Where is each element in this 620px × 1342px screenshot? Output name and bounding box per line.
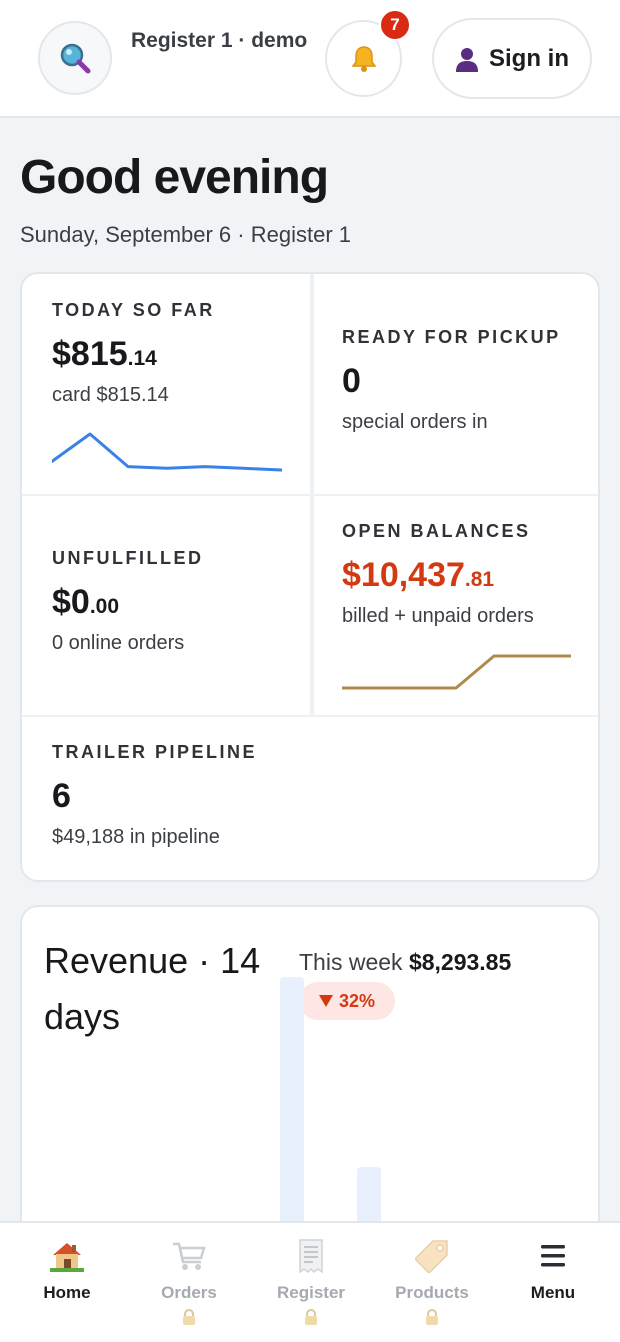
home-icon: [50, 1243, 84, 1272]
today-sparkline: [52, 432, 282, 472]
revenue-delta-badge: 32%: [299, 982, 396, 1020]
week-label: This week: [299, 949, 403, 975]
stat-unfulfilled-sub: 0 online orders: [52, 632, 185, 654]
triangle-down-icon: [319, 995, 333, 1007]
stat-pickup-label: READY FOR PICKUP: [342, 327, 561, 347]
today-sparkline-line: [52, 432, 282, 472]
register-title[interactable]: Register 1 · demo: [131, 29, 308, 52]
stat-balances[interactable]: OPEN BALANCES $10,437.81 billed + unpaid…: [342, 521, 534, 628]
cart-icon: [173, 1242, 206, 1270]
revenue-title: Revenue · 14 days: [44, 940, 261, 1037]
nav-orders-label: Orders: [161, 1283, 217, 1302]
tag-icon: [415, 1240, 448, 1273]
search-button[interactable]: [38, 21, 112, 95]
stat-today-value: $815.14: [52, 335, 157, 373]
stat-pickup[interactable]: READY FOR PICKUP 0 special orders in: [342, 327, 561, 434]
greeting-subtitle: Sunday, September 6 · Register 1: [20, 222, 351, 247]
nav-home[interactable]: Home: [5, 1223, 129, 1342]
stats-divider: [22, 715, 598, 717]
stat-pipeline-value: 6: [52, 777, 71, 815]
revenue-week-summary: This week $8,293.85: [299, 949, 511, 976]
nav-register-label: Register: [276, 1283, 346, 1302]
menu-icon: [541, 1245, 565, 1267]
sign-in-label: Sign in: [489, 44, 569, 72]
greeting-title: Good evening: [20, 151, 329, 204]
receipt-icon: [299, 1239, 323, 1273]
stats-card: TODAY SO FAR $815.14 card $815.14 READY …: [20, 272, 600, 882]
week-value: $8,293.85: [408, 949, 512, 975]
stat-pickup-sub: special orders in: [342, 411, 488, 433]
lock-icon: [305, 1309, 317, 1325]
top-bar: Register 1 · demo 7 Sign in: [0, 0, 620, 118]
stat-unfulfilled-value: $0.00: [52, 583, 120, 621]
sign-in-button[interactable]: Sign in: [432, 18, 592, 99]
balances-sparkline-line: [342, 654, 571, 690]
lock-icon: [426, 1309, 438, 1325]
stats-divider: [22, 494, 598, 496]
user-icon: [456, 47, 478, 72]
nav-register[interactable]: Register: [249, 1223, 373, 1342]
stat-today-sub: card $815.14: [52, 384, 169, 406]
stat-today-label: TODAY SO FAR: [52, 300, 215, 320]
bell-icon: [351, 45, 376, 72]
stat-pipeline-sub: $49,188 in pipeline: [52, 826, 220, 848]
notification-count-badge: 7: [379, 9, 411, 41]
nav-products[interactable]: Products: [370, 1223, 494, 1342]
bottom-nav: Home Orders: [0, 1221, 620, 1342]
nav-menu[interactable]: Menu: [491, 1223, 615, 1342]
stat-balances-sub: billed + unpaid orders: [342, 605, 534, 627]
stat-pickup-value: 0: [342, 362, 361, 400]
balances-sparkline: [342, 654, 571, 690]
search-icon: [60, 43, 91, 74]
stat-pipeline-label: TRAILER PIPELINE: [52, 742, 258, 762]
delta-value: 32%: [339, 990, 376, 1011]
stat-today[interactable]: TODAY SO FAR $815.14 card $815.14: [52, 300, 215, 407]
lock-icon: [183, 1309, 195, 1325]
stat-unfulfilled[interactable]: UNFULFILLED $0.00 0 online orders: [52, 548, 203, 655]
nav-home-label: Home: [43, 1283, 91, 1302]
stat-balances-value: $10,437.81: [342, 556, 495, 594]
nav-menu-label: Menu: [530, 1283, 576, 1302]
stat-unfulfilled-label: UNFULFILLED: [52, 548, 204, 568]
nav-orders[interactable]: Orders: [127, 1223, 251, 1342]
stat-balances-label: OPEN BALANCES: [342, 521, 531, 541]
stat-pipeline[interactable]: TRAILER PIPELINE 6 $49,188 in pipeline: [52, 742, 257, 849]
nav-products-label: Products: [395, 1283, 469, 1302]
